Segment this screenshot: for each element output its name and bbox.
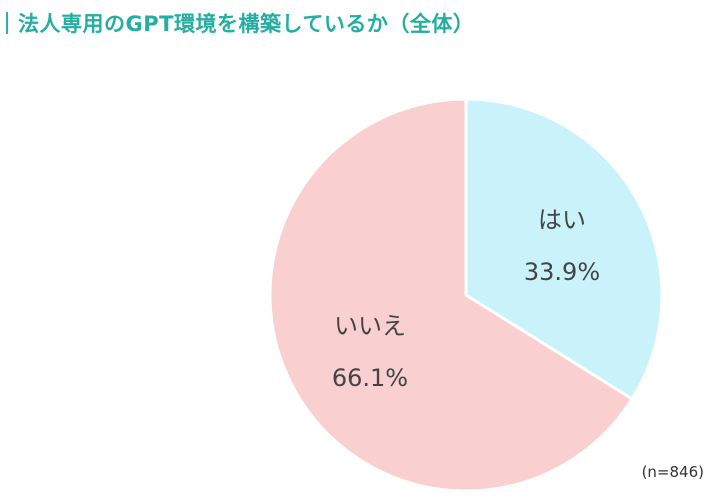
pie-slice-no: [268, 97, 634, 493]
chart-title: 法人専用のGPT環境を構築しているか（全体）: [18, 12, 475, 36]
slice-value-no: 66.1%: [332, 364, 408, 392]
title-accent-bar: [6, 12, 8, 34]
sample-size-note: (n=846): [641, 463, 704, 481]
slice-label-no: いいえ: [334, 312, 406, 340]
chart-title-bar: 法人専用のGPT環境を構築しているか（全体）: [6, 9, 474, 37]
slice-label-yes: はい: [538, 206, 586, 234]
slice-value-yes: 33.9%: [524, 258, 600, 286]
